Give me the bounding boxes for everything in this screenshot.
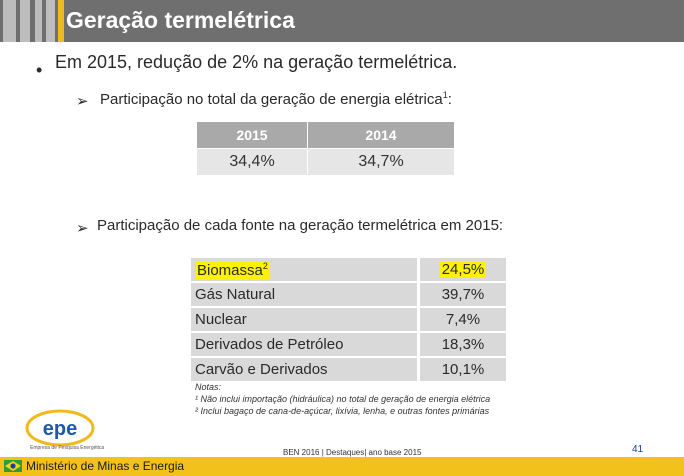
footnotes: Notas: ¹ Não inclui importação (hidráuli… [195, 381, 490, 417]
sub-bullet-1-sup: 1 [442, 90, 448, 100]
note-2: ² Inclui bagaço de cana-de-açúcar, lixív… [195, 406, 490, 416]
main-bullet: Em 2015, redução de 2% na geração termel… [55, 52, 458, 72]
logo-subtitle: Empresa de Pesquisa Energética [30, 445, 105, 451]
brazil-flag-icon [4, 460, 22, 472]
source-label: Carvão e Derivados [191, 356, 420, 381]
source-value: 18,3% [418, 331, 506, 357]
source-label: Nuclear [191, 306, 420, 332]
notes-title: Notas: [195, 382, 222, 392]
source-value: 24,5% [418, 256, 506, 282]
slide-header: Geração termelétrica [0, 0, 684, 42]
table-row: Derivados de Petróleo 18,3% [191, 331, 506, 357]
highlighted-value: 24,5% [439, 261, 487, 278]
table-row: Nuclear 7,4% [191, 306, 506, 332]
source-label: Gás Natural [191, 281, 420, 307]
header-stripe [20, 0, 30, 42]
sub-bullet-2: Participação de cada fonte na geração te… [97, 217, 504, 234]
source-label: Biomassa2 [191, 256, 420, 282]
header-stripe [46, 0, 55, 42]
page-number: 41 [632, 444, 644, 455]
table-row: Carvão e Derivados 10,1% [191, 356, 506, 381]
epe-logo: epe [25, 409, 95, 447]
arrow-icon: ➢ [76, 93, 89, 110]
ministry-name: Ministério de Minas e Energia [26, 459, 185, 473]
source-value: 7,4% [418, 306, 506, 332]
header-accent [58, 0, 64, 42]
highlighted-label: Biomassa2 [195, 260, 270, 279]
header-stripe [3, 0, 16, 42]
table-cell-2015: 34,4% [196, 148, 308, 176]
table-row: Biomassa2 24,5% [191, 256, 506, 282]
table-header-2015: 2015 [196, 121, 308, 149]
arrow-icon: ➢ [76, 220, 89, 237]
source-name: Biomassa [197, 261, 263, 279]
source-sup: 2 [262, 260, 268, 271]
note-1: ¹ Não inclui importação (hidráulica) no … [195, 394, 491, 404]
header-stripe [35, 0, 42, 42]
bullet-icon: • [36, 60, 43, 80]
source-value: 39,7% [418, 281, 506, 307]
slide-title: Geração termelétrica [66, 7, 295, 33]
table-row: Gás Natural 39,7% [191, 281, 506, 307]
source-label: Derivados de Petróleo [191, 331, 420, 357]
footer-source: BEN 2016 | Destaques| ano base 2015 [283, 448, 422, 457]
sub-bullet-1-text: Participação no total da geração de ener… [100, 91, 443, 108]
logo-text: epe [43, 418, 77, 440]
table-header-2014: 2014 [307, 121, 455, 149]
table-cell-2014: 34,7% [307, 148, 455, 176]
source-value: 10,1% [418, 356, 506, 381]
sub-bullet-1: Participação no total da geração de ener… [100, 90, 452, 108]
footer-bar [0, 457, 684, 476]
sources-table: Biomassa2 24,5% Gás Natural 39,7% Nuclea… [191, 256, 506, 381]
total-share-table: 2015 2014 34,4% 34,7% [196, 121, 455, 176]
